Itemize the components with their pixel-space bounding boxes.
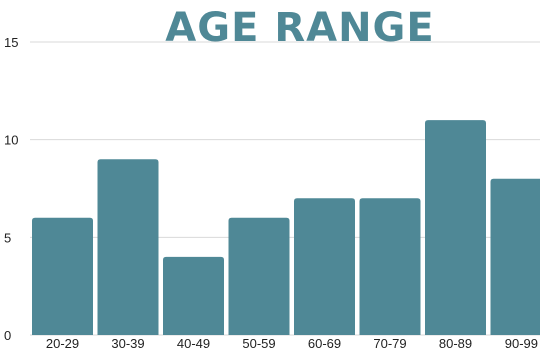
x-tick-label-70-79: 70-79 xyxy=(373,336,406,349)
bar-90-99 xyxy=(490,178,540,335)
y-tick-label: 0 xyxy=(4,328,11,343)
x-tick-label-90-99: 90-99 xyxy=(505,336,538,349)
x-tick-label-30-39: 30-39 xyxy=(111,336,144,349)
x-tick-label-20-29: 20-29 xyxy=(46,336,79,349)
chart-title: AGE RANGE xyxy=(165,5,434,51)
bar-30-39 xyxy=(97,159,159,335)
bars xyxy=(32,120,540,335)
bar-60-69 xyxy=(294,198,355,335)
bar-40-49 xyxy=(163,256,224,335)
bar-50-59 xyxy=(228,217,290,335)
x-axis-ticks: 20-29 30-39 40-49 50-59 60-69 70-79 80-89 90-99 xyxy=(46,336,538,349)
bar-70-79 xyxy=(359,198,421,335)
y-tick-label: 5 xyxy=(4,230,11,245)
x-tick-label-60-69: 60-69 xyxy=(308,336,341,349)
y-tick-label: 10 xyxy=(4,133,18,148)
y-tick-label: 15 xyxy=(4,35,18,50)
x-tick-label-50-59: 50-59 xyxy=(242,336,275,349)
bar-20-29 xyxy=(32,217,93,335)
x-tick-label-40-49: 40-49 xyxy=(177,336,210,349)
bar-80-89 xyxy=(425,120,486,335)
x-tick-label-80-89: 80-89 xyxy=(439,336,472,349)
y-axis-ticks: 0 5 10 15 xyxy=(4,35,18,343)
